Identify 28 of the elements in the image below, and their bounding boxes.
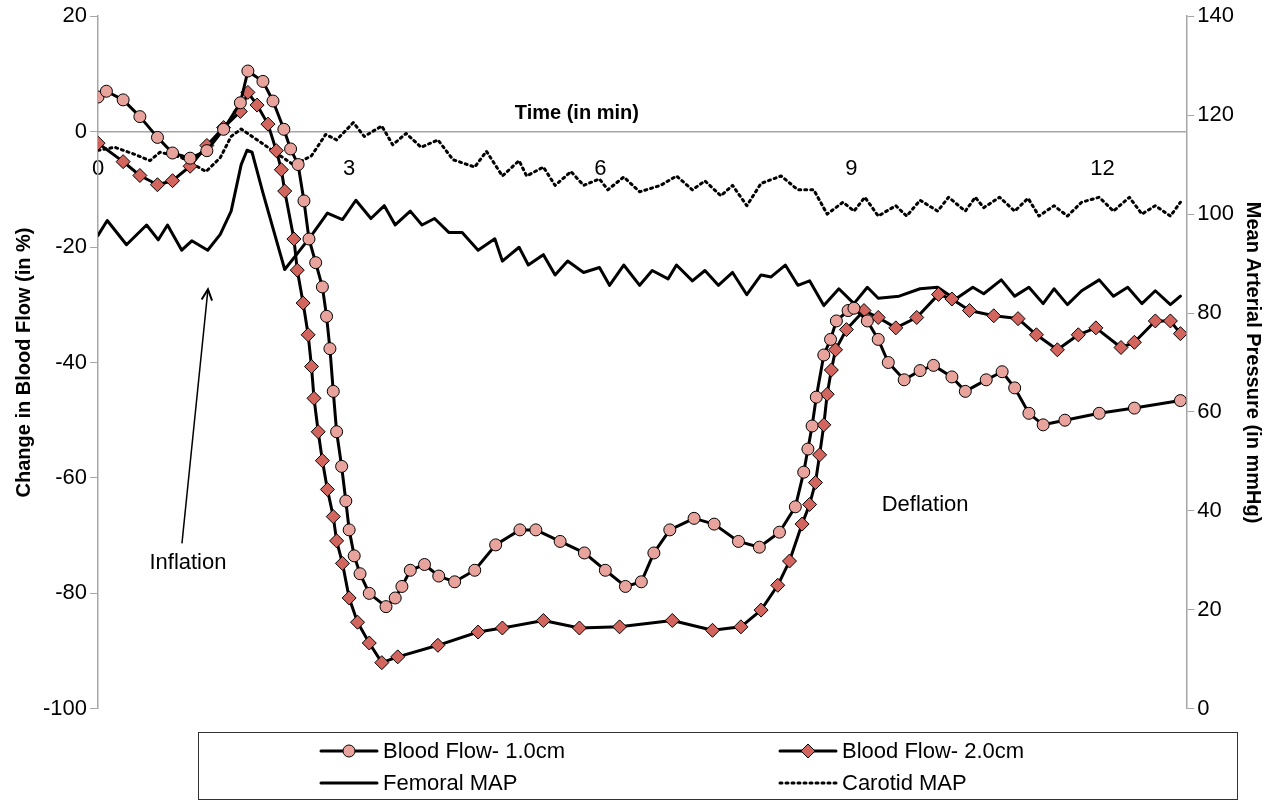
y2-axis-title: Mean Arterial Pressure (in mmHg) — [1243, 201, 1266, 524]
y2-tick-label: 0 — [1197, 694, 1210, 720]
legend-label: Femoral MAP — [383, 769, 518, 797]
y-tick-label: -100 — [42, 694, 88, 720]
y-tick-label: -40 — [55, 348, 88, 374]
legend-label: Blood Flow- 1.0cm — [383, 737, 566, 765]
legend-label: Carotid MAP — [842, 769, 967, 797]
y-tick-label: -60 — [55, 464, 88, 489]
y2-tick-label: 20 — [1197, 595, 1222, 621]
legend-label: Blood Flow- 2.0cm — [842, 737, 1025, 765]
y-tick-label: 20 — [62, 2, 88, 28]
y-tick-label: -20 — [55, 233, 88, 259]
y2-tick-label: 80 — [1197, 299, 1222, 325]
y-axis-title: Change in Blood Flow (in %) — [11, 227, 34, 498]
y2-tick-label: 100 — [1197, 200, 1235, 226]
x-tick-label: 3 — [343, 154, 356, 180]
x-tick-label: 12 — [1090, 154, 1115, 180]
y2-tick-label: 120 — [1197, 101, 1235, 127]
x-tick-label: 9 — [845, 154, 858, 180]
y2-tick-label: 40 — [1197, 496, 1222, 522]
y2-tick-label: 140 — [1197, 2, 1235, 28]
annotation: Deflation — [881, 490, 969, 516]
y2-tick-label: 60 — [1197, 398, 1222, 424]
x-axis-title: Time (in min) — [514, 101, 639, 124]
y-tick-label: -80 — [55, 579, 88, 605]
annotation: Inflation — [149, 549, 227, 575]
y-tick-label: 0 — [74, 117, 88, 143]
x-tick-label: 6 — [594, 154, 607, 180]
